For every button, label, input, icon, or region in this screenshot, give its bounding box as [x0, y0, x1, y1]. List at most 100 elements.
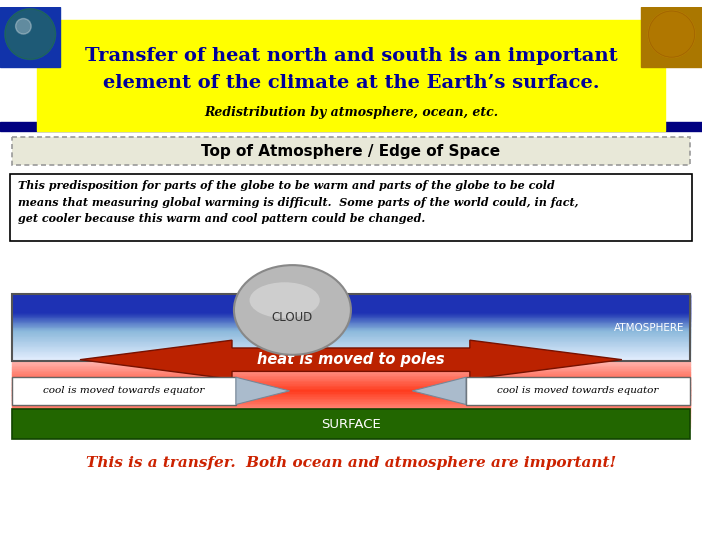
Polygon shape: [80, 340, 622, 379]
Text: heat is moved to poles: heat is moved to poles: [257, 352, 445, 367]
Bar: [12, 313, 690, 314]
Text: CLOUD: CLOUD: [272, 311, 313, 324]
Bar: [12, 325, 690, 327]
Bar: [12, 333, 690, 334]
Bar: [12, 303, 690, 305]
Bar: [12, 387, 690, 389]
Bar: [12, 410, 690, 413]
Bar: [12, 342, 690, 344]
Bar: [12, 336, 690, 338]
Bar: [12, 298, 690, 299]
Bar: [12, 402, 690, 404]
Bar: [12, 409, 690, 411]
Bar: [12, 311, 690, 313]
Bar: [12, 367, 690, 370]
Bar: [12, 394, 690, 396]
Bar: [12, 323, 690, 325]
Bar: [12, 336, 690, 338]
Bar: [12, 322, 690, 324]
FancyBboxPatch shape: [10, 174, 692, 241]
Bar: [12, 319, 690, 320]
Bar: [37, 21, 665, 131]
Bar: [12, 333, 690, 335]
Bar: [12, 299, 690, 301]
Bar: [12, 299, 690, 300]
Bar: [12, 308, 690, 310]
Bar: [12, 309, 690, 311]
Bar: [12, 355, 690, 356]
Bar: [12, 294, 690, 296]
Bar: [12, 346, 690, 347]
Bar: [12, 341, 690, 342]
Bar: [12, 330, 690, 332]
Bar: [12, 338, 690, 340]
Polygon shape: [236, 377, 289, 404]
Text: Transfer of heat north and south is an important: Transfer of heat north and south is an i…: [85, 46, 617, 65]
Polygon shape: [413, 377, 466, 404]
Bar: [12, 318, 690, 319]
Bar: [12, 340, 690, 341]
Bar: [12, 409, 690, 438]
Text: This is a transfer.  Both ocean and atmosphere are important!: This is a transfer. Both ocean and atmos…: [86, 456, 616, 470]
Bar: [12, 316, 690, 318]
Bar: [12, 348, 690, 350]
Bar: [12, 389, 690, 392]
Ellipse shape: [234, 265, 351, 355]
Bar: [12, 328, 690, 329]
Bar: [12, 319, 690, 321]
Bar: [12, 384, 690, 386]
Bar: [12, 350, 690, 352]
Bar: [12, 350, 690, 352]
Circle shape: [648, 11, 695, 57]
Bar: [12, 326, 690, 327]
Bar: [12, 296, 690, 298]
Circle shape: [5, 9, 55, 59]
Bar: [12, 345, 690, 347]
Bar: [12, 377, 690, 380]
Ellipse shape: [250, 282, 320, 318]
Bar: [12, 357, 690, 359]
Text: cool is moved towards equator: cool is moved towards equator: [498, 387, 659, 395]
Bar: [12, 343, 690, 345]
Text: ATMOSPHERE: ATMOSPHERE: [613, 322, 684, 333]
Bar: [12, 401, 690, 403]
Bar: [12, 390, 690, 393]
Bar: [12, 313, 690, 315]
Bar: [0, 122, 702, 131]
Bar: [12, 392, 690, 395]
Bar: [12, 399, 690, 401]
Bar: [12, 422, 690, 424]
Bar: [12, 407, 690, 409]
Bar: [12, 295, 690, 297]
Bar: [12, 414, 690, 416]
Bar: [12, 359, 690, 361]
Bar: [12, 331, 690, 333]
Circle shape: [648, 11, 695, 57]
Bar: [12, 360, 690, 361]
Bar: [12, 305, 690, 306]
Bar: [12, 404, 690, 406]
Bar: [12, 382, 690, 384]
Bar: [12, 375, 690, 378]
Bar: [12, 305, 690, 307]
Bar: [12, 352, 690, 353]
Bar: [12, 426, 690, 428]
Bar: [12, 297, 690, 299]
Bar: [466, 377, 690, 404]
Bar: [12, 386, 690, 388]
Bar: [12, 353, 690, 354]
Bar: [12, 372, 690, 375]
Bar: [12, 320, 690, 322]
Bar: [12, 308, 690, 309]
Bar: [12, 415, 690, 418]
Bar: [12, 317, 690, 319]
Bar: [0, 7, 60, 68]
Bar: [12, 354, 690, 356]
Bar: [12, 381, 690, 383]
Bar: [12, 379, 690, 381]
Bar: [12, 369, 690, 372]
Bar: [12, 294, 690, 361]
Bar: [12, 366, 690, 368]
Bar: [12, 349, 690, 350]
Bar: [12, 322, 690, 323]
